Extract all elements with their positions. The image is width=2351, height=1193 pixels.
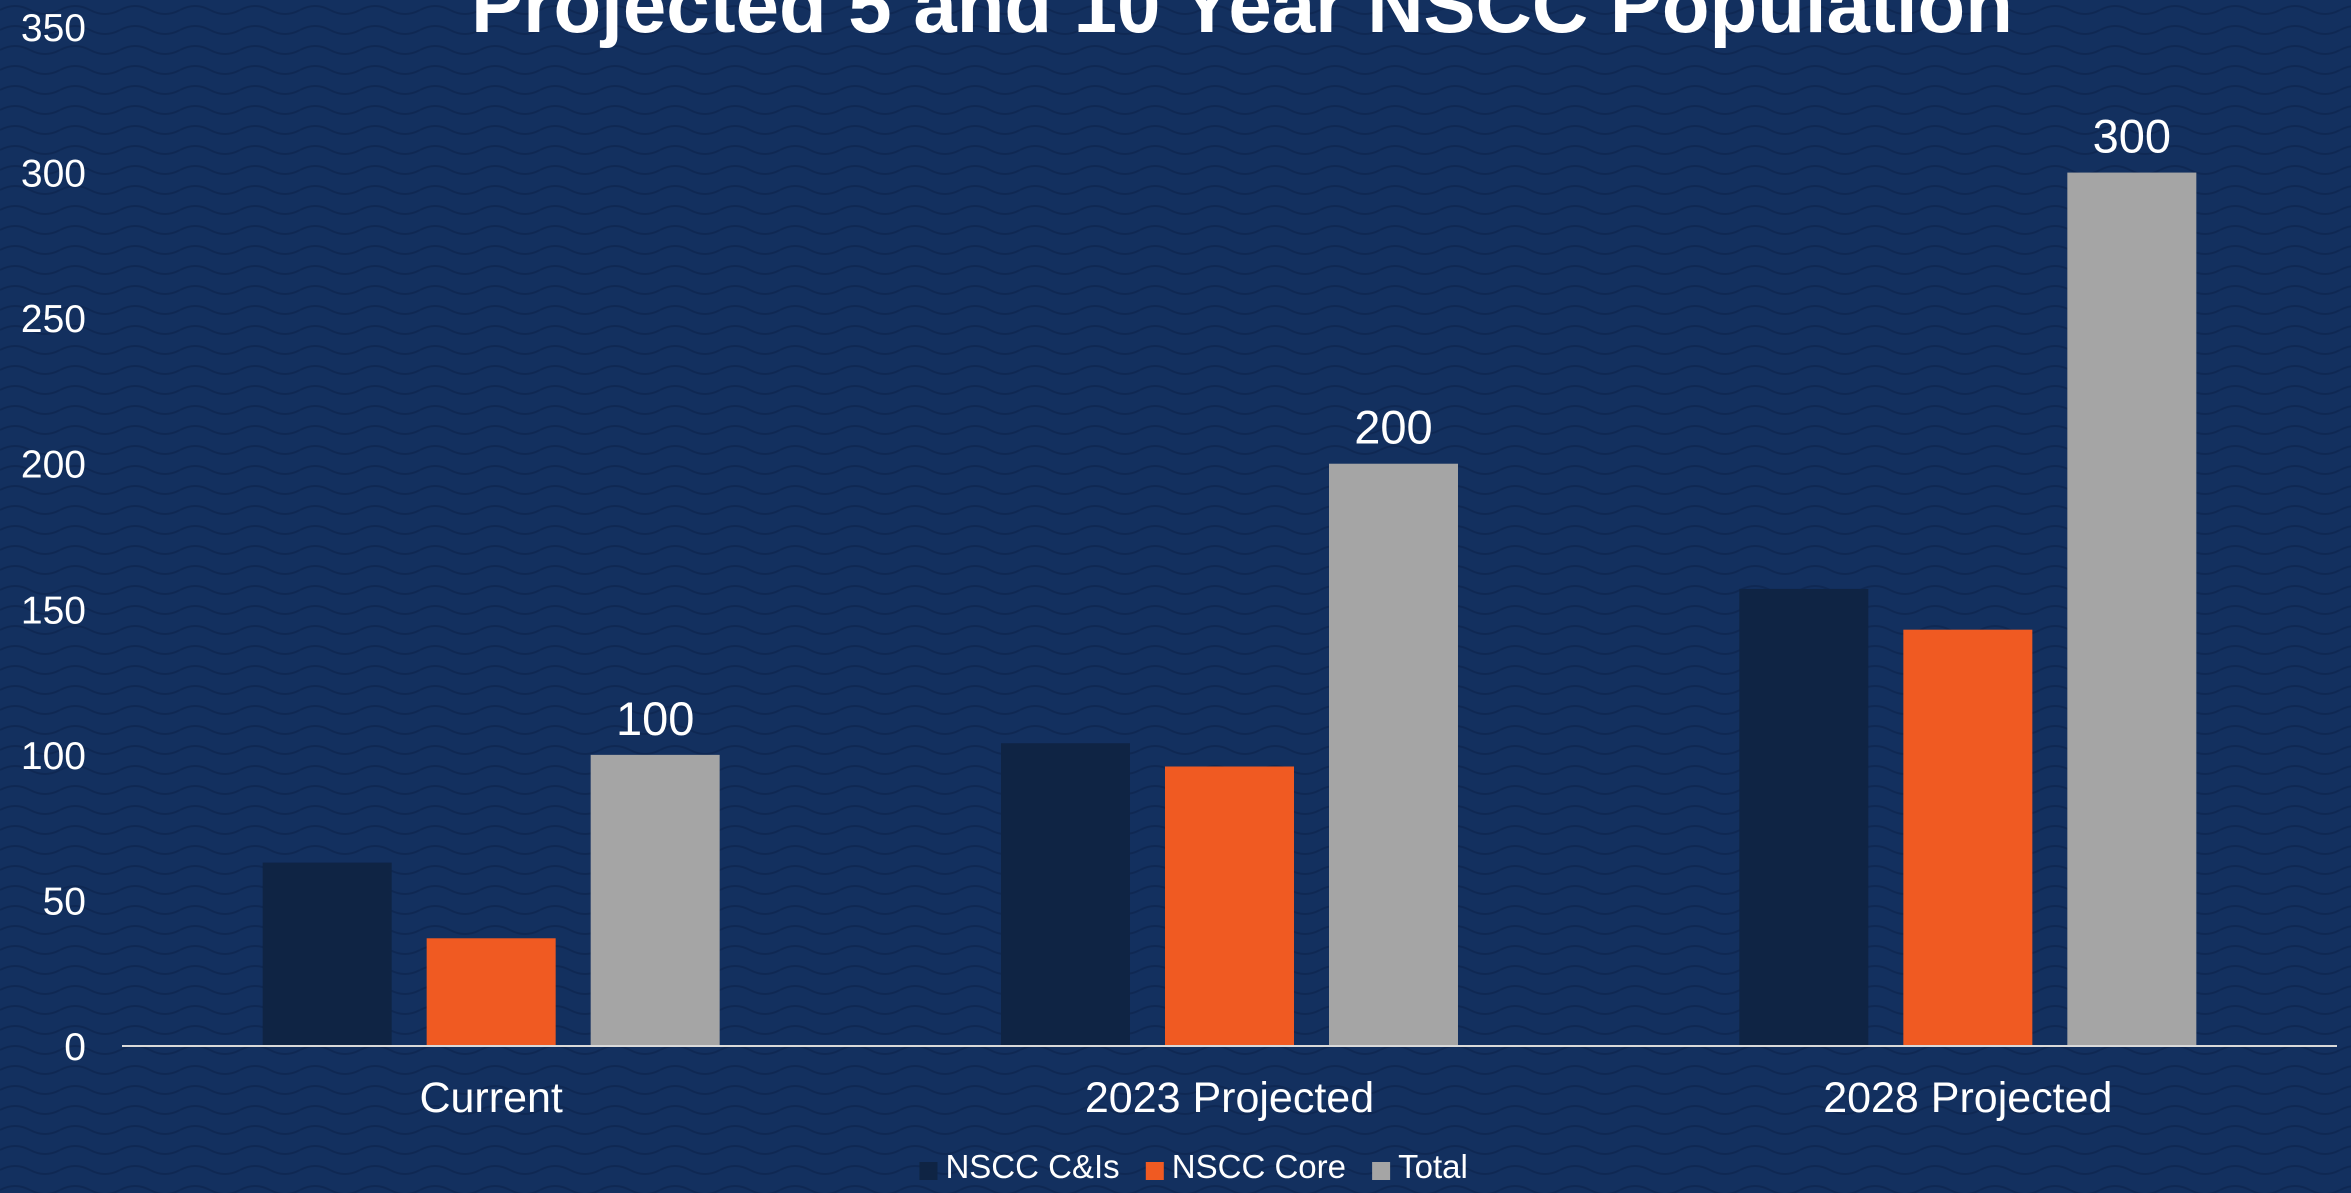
legend-label-nscc-c-is: NSCC C&Is — [945, 1148, 1119, 1185]
bars — [262, 172, 2197, 1047]
y-tick-label: 300 — [21, 153, 86, 196]
legend-label-total: Total — [1398, 1148, 1468, 1185]
y-tick-label: 100 — [21, 735, 86, 778]
bar-nscc-c-is-current — [262, 862, 392, 1046]
legend-swatch-nscc-core — [1145, 1162, 1164, 1180]
data-labels: 100 200 300 — [616, 110, 2171, 745]
y-tick-label: 200 — [21, 444, 86, 487]
bar-nscc-core-current — [426, 938, 556, 1046]
data-label-total-2028-projected: 300 — [2093, 110, 2171, 163]
y-tick-label: 250 — [21, 298, 86, 341]
legend: NSCC C&Is NSCC Core Total — [919, 1148, 1468, 1185]
y-axis: 0 50 100 150 200 250 300 350 — [21, 7, 86, 1069]
bar-nscc-core-2023-projected — [1165, 766, 1294, 1046]
bar-nscc-c-is-2028-projected — [1739, 588, 1869, 1046]
data-label-total-current: 100 — [616, 692, 694, 745]
x-tick-label-current: Current — [419, 1074, 562, 1122]
legend-swatch-total — [1372, 1162, 1391, 1180]
x-axis: Current 2023 Projected 2028 Projected — [419, 1074, 2112, 1122]
bar-total-current — [590, 754, 720, 1046]
y-tick-label: 0 — [64, 1026, 86, 1069]
x-tick-label-2028-projected: 2028 Projected — [1823, 1074, 2112, 1122]
chart-title: Projected 5 and 10 Year NSCC Population — [471, 0, 2013, 49]
bar-total-2023-projected — [1329, 463, 1458, 1046]
bar-nscc-c-is-2023-projected — [1001, 743, 1130, 1046]
x-tick-label-2023-projected: 2023 Projected — [1085, 1074, 1374, 1122]
bar-total-2028-projected — [2067, 172, 2197, 1047]
y-tick-label: 50 — [43, 880, 86, 923]
y-tick-label: 150 — [21, 589, 86, 632]
legend-label-nscc-core: NSCC Core — [1172, 1148, 1346, 1185]
y-tick-label: 350 — [21, 7, 86, 50]
data-label-total-2023-projected: 200 — [1354, 401, 1432, 454]
bar-nscc-core-2028-projected — [1903, 629, 2033, 1046]
legend-swatch-nscc-c-is — [919, 1162, 938, 1180]
